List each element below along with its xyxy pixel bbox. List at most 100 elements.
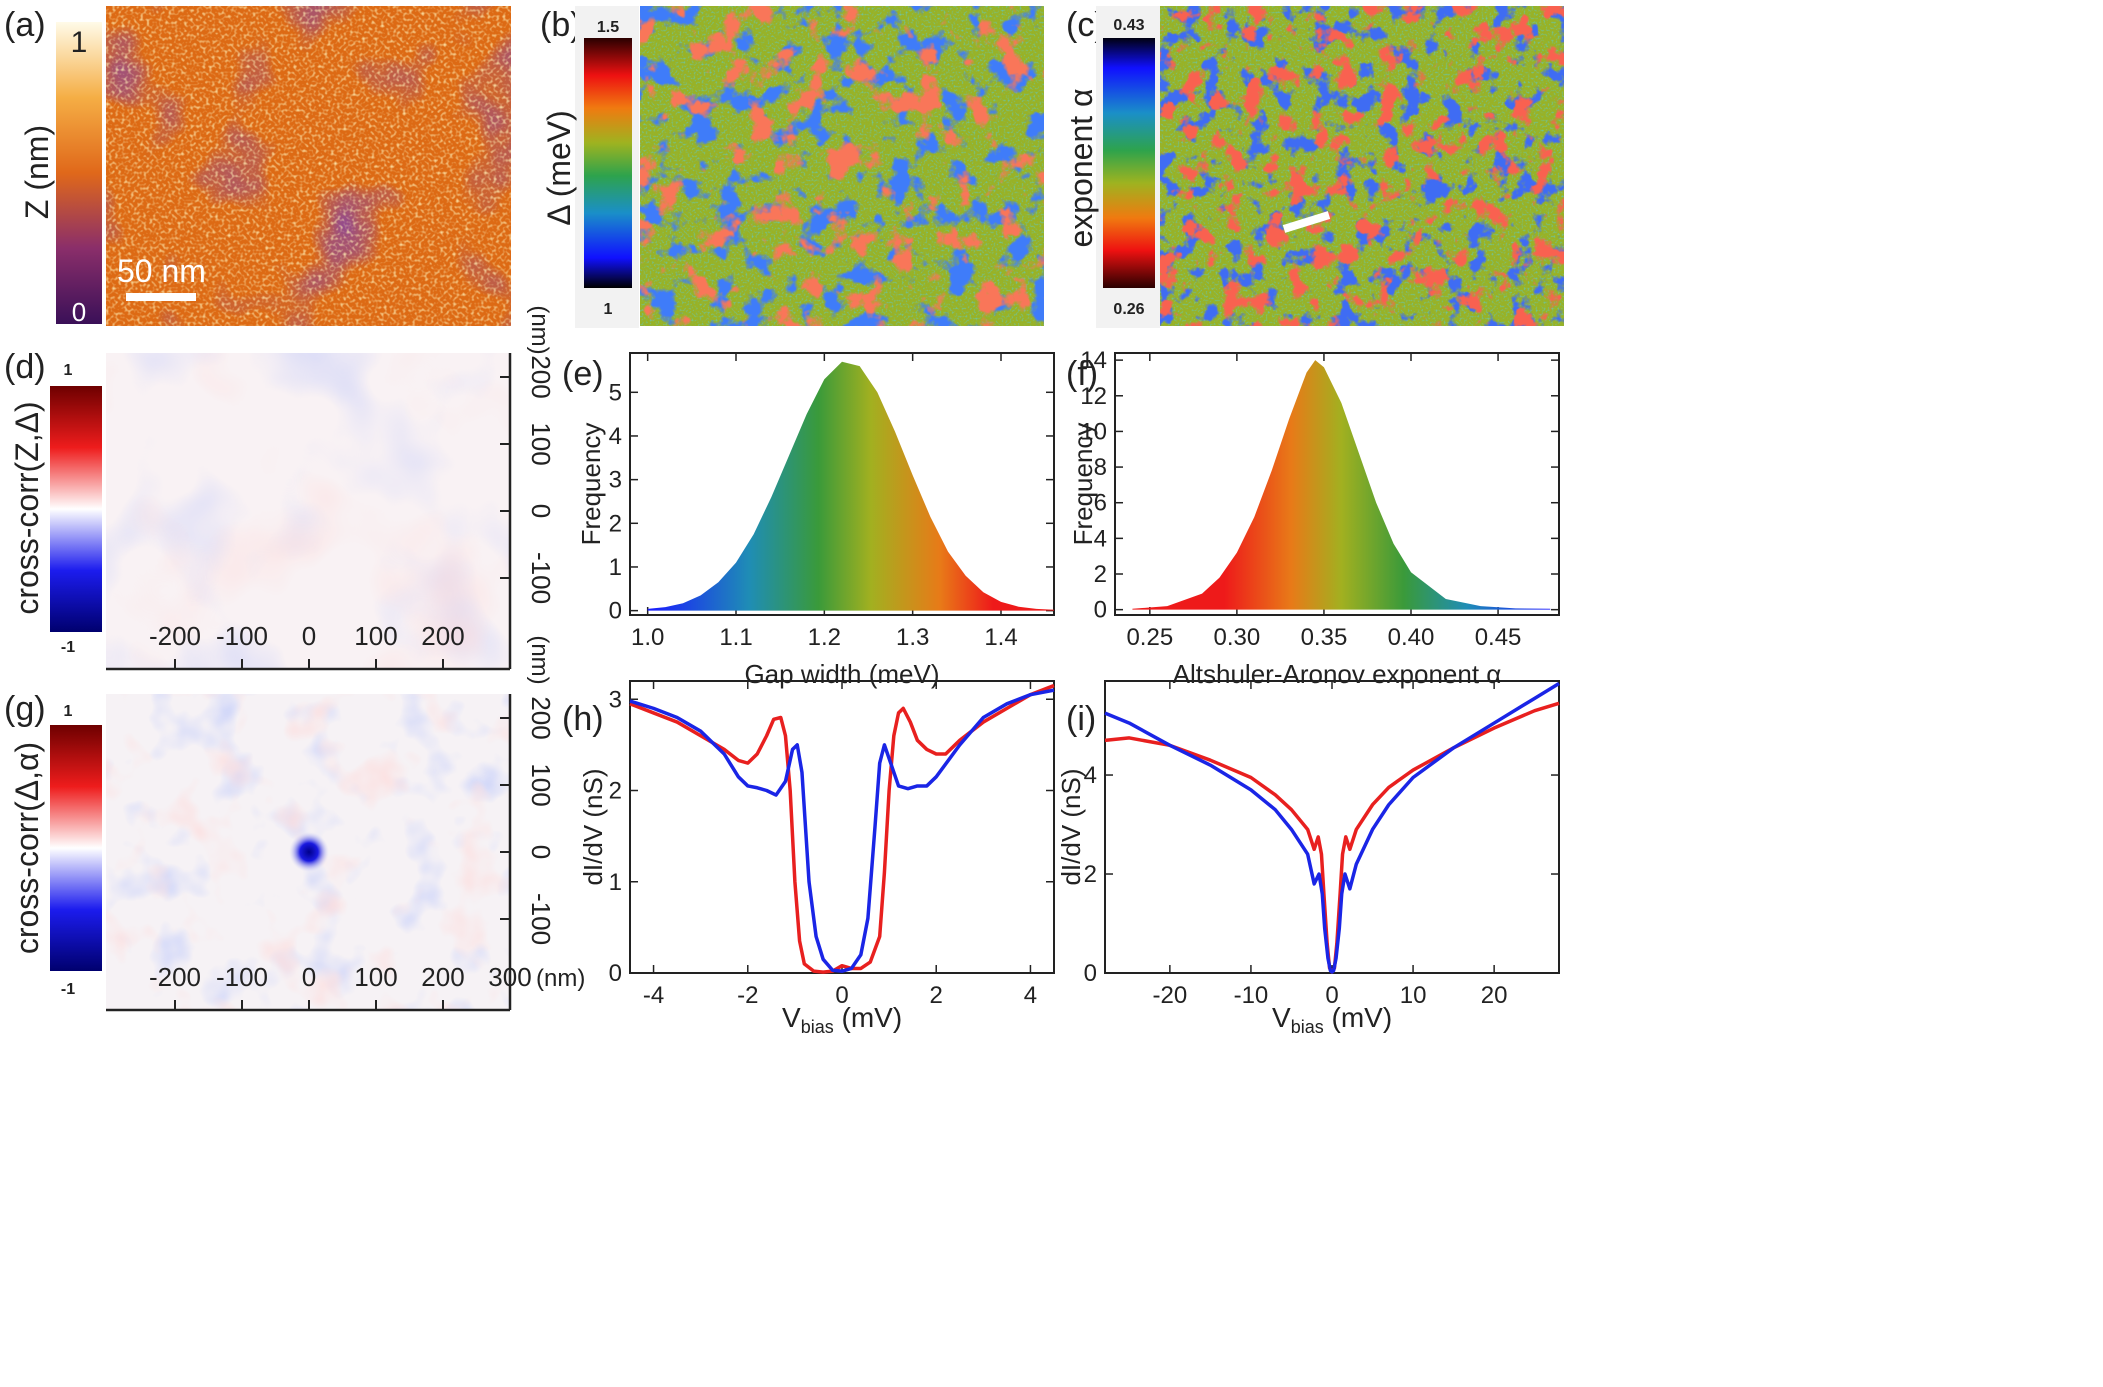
y-tick-label: 1 <box>609 554 622 581</box>
series-line-red <box>1104 701 1560 974</box>
colorbar-max: 1 <box>71 26 88 59</box>
y-axis-ticks: 200 100 0 -100 <box>500 355 556 604</box>
panel-label: (a) <box>4 6 46 44</box>
x-tick-label: 4 <box>1024 982 1037 1009</box>
x-tick-label: 1.0 <box>631 624 664 651</box>
didv-spectra-small-bias: -4 -2 0 2 4 0 1 2 3 dI/dV (nS) Vbias (mV) <box>578 680 1055 1037</box>
y-tick-label: 3 <box>609 467 622 494</box>
panel-g: (g) 1 -1 cross-corr(Δ,α) -200 -100 0 100 200… <box>4 690 585 1012</box>
x-tick-label: 0 <box>1325 982 1338 1009</box>
x-tick-label: 0 <box>302 621 316 651</box>
colorbar-max: 1 <box>64 703 73 720</box>
x-axis-label: Altshuler-Aronov exponent α <box>1173 659 1502 689</box>
distribution-area <box>647 361 1054 611</box>
x-axis-label-sub: bias <box>1291 1017 1324 1037</box>
panel-label: (i) <box>1066 700 1096 738</box>
y-tick-label: 5 <box>609 379 622 406</box>
y-tick-label: 14 <box>1080 347 1107 374</box>
distribution-area <box>1132 360 1551 610</box>
x-tick-label: -200 <box>149 621 201 651</box>
colorbar-min: 0 <box>72 297 86 327</box>
x-tick-label: 1.1 <box>719 624 752 651</box>
x-axis-ticks: -200 -100 0 100 200 300 <box>149 962 532 1010</box>
plot-frame <box>629 680 1055 974</box>
colorbar-max: 1 <box>64 362 73 379</box>
colorbar <box>50 386 102 632</box>
x-tick-label: 1.4 <box>984 624 1017 651</box>
colorbar-title: Z (nm) <box>19 125 55 219</box>
y-tick-label: 4 <box>1084 762 1097 789</box>
y-tick-label: 6 <box>1094 490 1107 517</box>
panel-c: (c) 0.43 0.26 exponent α <box>1063 6 1564 328</box>
x-tick-label: 0 <box>835 982 848 1009</box>
x-tick-label: -4 <box>643 982 664 1009</box>
x-axis-label-v: V <box>782 1002 801 1033</box>
series-line-red <box>629 683 1055 974</box>
y-tick-label: 8 <box>1094 454 1107 481</box>
panel-a: (a) 1 0 Z (nm) 50 nm <box>4 6 511 327</box>
y-tick-label: 200 <box>526 696 556 739</box>
y-tick-label: 1 <box>609 869 622 896</box>
scalebar-label: 50 nm <box>117 253 206 289</box>
exponent-histogram: 0.25 0.30 0.35 0.40 0.45 0 2 4 6 8 10 12 14 Frequency… <box>1068 347 1560 689</box>
colorbar <box>1103 38 1155 288</box>
x-tick-label: -2 <box>737 982 758 1009</box>
x-tick-label: -100 <box>216 621 268 651</box>
x-tick-label: 100 <box>354 621 397 651</box>
y-tick-label: 4 <box>609 423 622 450</box>
panel-label: (g) <box>4 690 46 728</box>
y-tick-label: 2 <box>1094 561 1107 588</box>
y-axis-label: dI/dV (nS) <box>1056 768 1086 885</box>
y-axis-label: Frequency <box>576 423 606 546</box>
y-axis-label: dI/dV (nS) <box>578 768 608 885</box>
x-axis-ticks: -200 -100 0 100 200 <box>149 621 465 669</box>
panel-i: (i) -20 -10 0 10 20 0 2 4dI/dV (nS) Vbias (mV) <box>1056 680 1560 1037</box>
colorbar-min: 1 <box>604 301 613 318</box>
x-tick-label: 2 <box>930 982 943 1009</box>
panel-label: (b) <box>540 6 582 44</box>
series-line-blue <box>629 688 1055 973</box>
colorbar-min: -1 <box>61 639 75 656</box>
y-tick-label: 0 <box>1084 960 1097 987</box>
x-tick-label: 0.35 <box>1301 624 1348 651</box>
colorbar <box>584 38 632 288</box>
colorbar <box>56 22 102 324</box>
y-tick-label: 0 <box>609 598 622 625</box>
exponent-map-low-regions <box>1160 6 1564 326</box>
panel-b: (b) 1.5 1 Δ (meV) <box>540 6 1044 328</box>
x-unit: (nm) <box>526 635 553 684</box>
y-tick-label: 4 <box>1094 525 1107 552</box>
y-tick-label: 2 <box>1084 861 1097 888</box>
y-tick-label: 2 <box>609 778 622 805</box>
x-tick-label: -200 <box>149 962 201 992</box>
gap-map-high-regions <box>640 6 1044 326</box>
colorbar <box>50 725 102 971</box>
x-tick-label: 0.40 <box>1388 624 1435 651</box>
x-tick-label: 0.30 <box>1214 624 1261 651</box>
y-tick-label: 2 <box>609 510 622 537</box>
x-axis-label-sub: bias <box>801 1017 834 1037</box>
y-unit: (nm) <box>526 305 553 354</box>
didv-spectra-large-bias: -20 -10 0 10 20 0 2 4dI/dV (nS) Vbias (mV) <box>1056 680 1560 1037</box>
panel-label: (f) <box>1066 355 1098 393</box>
x-tick-label: 0 <box>302 962 316 992</box>
colorbar-max: 1.5 <box>597 19 619 36</box>
y-tick-label: 10 <box>1080 418 1107 445</box>
x-axis-label-unit: (mV) <box>1324 1002 1392 1033</box>
panel-d: (d) 1 -1 cross-corr(Z,Δ) -200 -100 0 100 200… <box>4 305 556 684</box>
topography-grain <box>106 6 511 326</box>
panel-label: (h) <box>562 700 604 738</box>
panel-label: (d) <box>4 348 46 386</box>
x-axis-label: Vbias (mV) <box>1272 1002 1392 1037</box>
panel-h: (h) -4 -2 0 2 4 0 1 2 3 dI/dV (nS) Vbias (mV) <box>562 680 1055 1037</box>
x-tick-label: 1.2 <box>808 624 841 651</box>
x-tick-label: -20 <box>1153 982 1188 1009</box>
colorbar-title: Δ (meV) <box>541 110 577 226</box>
y-tick-label: 0 <box>526 845 556 859</box>
colorbar-title: cross-corr(Z,Δ) <box>9 401 45 614</box>
crosscorr-positive-regions <box>106 353 510 669</box>
anticorrelation-peak <box>289 832 329 872</box>
y-tick-label: 12 <box>1080 383 1107 410</box>
